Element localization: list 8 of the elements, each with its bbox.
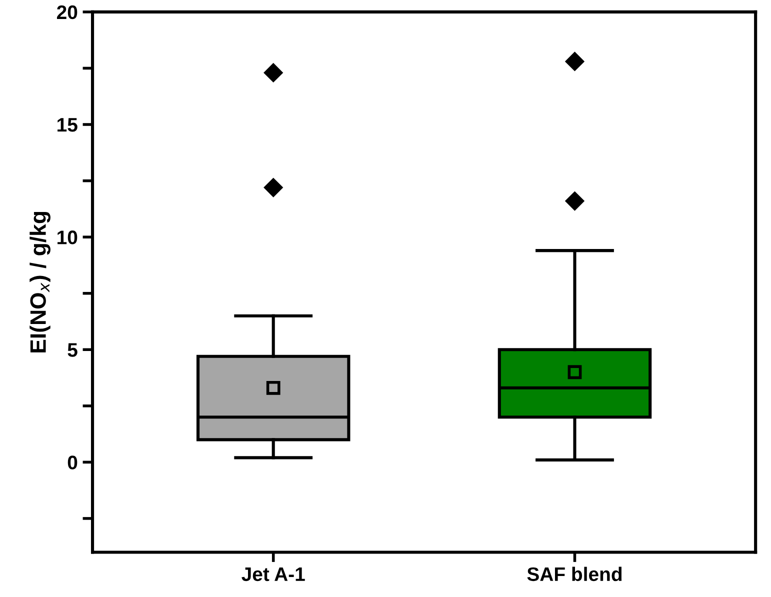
y-axis-title: EI(NO$_{x}$) / g/kg	[30, 212, 50, 352]
x-tick-label: SAF blend	[527, 566, 622, 582]
x-tick-label: Jet A-1	[242, 568, 305, 582]
y-tick-label: 5	[68, 343, 78, 357]
y-tick-label: 10	[58, 230, 78, 244]
y-tick-label: 0	[68, 456, 78, 470]
y-tick-label: 20	[56, 5, 78, 20]
y-tick-label: 15	[58, 118, 78, 132]
